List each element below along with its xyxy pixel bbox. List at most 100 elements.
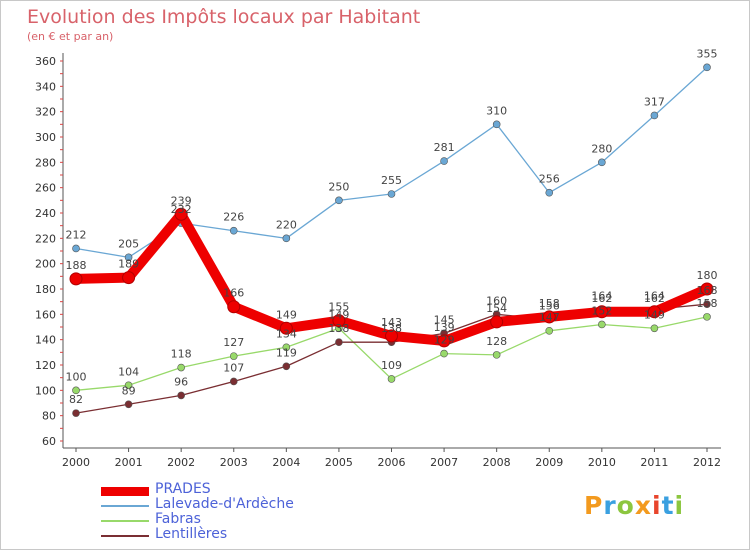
series-layer bbox=[69, 63, 714, 417]
data-label-lalevade: 226 bbox=[223, 211, 244, 224]
y-tick-label: 260 bbox=[35, 182, 56, 195]
y-tick-label: 200 bbox=[35, 258, 56, 271]
data-label-fabras: 127 bbox=[223, 336, 244, 349]
data-point-lentilleres bbox=[335, 338, 343, 347]
data-label-prades: 158 bbox=[539, 297, 560, 310]
data-label-lalevade: 220 bbox=[276, 218, 297, 231]
y-tick-label: 360 bbox=[35, 55, 56, 68]
data-point-fabras bbox=[177, 363, 185, 372]
brand-letter: i bbox=[652, 491, 662, 520]
data-point-prades bbox=[69, 272, 83, 286]
data-label-lentilleres: 138 bbox=[328, 322, 349, 335]
data-point-fabras bbox=[598, 320, 606, 329]
data-point-lalevade bbox=[229, 226, 238, 235]
data-label-fabras: 109 bbox=[381, 359, 402, 372]
brand-letter: o bbox=[616, 491, 635, 520]
data-label-prades: 188 bbox=[66, 259, 87, 272]
data-point-lalevade bbox=[492, 120, 501, 129]
data-label-lalevade: 255 bbox=[381, 174, 402, 187]
chart-title: Evolution des Impôts locaux par Habitant bbox=[27, 6, 421, 28]
x-tick-label: 2009 bbox=[535, 456, 563, 469]
data-label-prades: 162 bbox=[644, 292, 665, 305]
data-label-lalevade: 212 bbox=[66, 228, 87, 241]
data-label-lentilleres: 168 bbox=[697, 284, 718, 297]
legend-label-lalevade: Lalevade-d'Ardèche bbox=[155, 496, 294, 512]
y-tick-label: 160 bbox=[35, 308, 56, 321]
data-label-lentilleres: 107 bbox=[223, 361, 244, 374]
x-tick-label: 2011 bbox=[640, 456, 668, 469]
data-label-fabras: 134 bbox=[276, 327, 297, 340]
legend-label-prades: PRADES bbox=[155, 481, 211, 497]
x-tick-label: 2002 bbox=[167, 456, 195, 469]
data-point-lentilleres bbox=[229, 377, 238, 386]
data-point-fabras bbox=[72, 386, 80, 395]
data-point-lalevade bbox=[545, 188, 554, 197]
y-tick-label: 220 bbox=[35, 232, 56, 245]
data-point-prades bbox=[227, 300, 241, 314]
data-point-prades bbox=[332, 314, 346, 328]
data-point-fabras bbox=[440, 349, 448, 358]
data-label-lentilleres: 119 bbox=[276, 346, 297, 359]
brand-letter: i bbox=[674, 491, 685, 520]
data-label-fabras: 147 bbox=[539, 311, 560, 324]
data-point-lalevade bbox=[72, 244, 80, 253]
data-label-lentilleres: 89 bbox=[122, 384, 136, 397]
brand-letter: P bbox=[584, 491, 604, 520]
data-point-lentilleres bbox=[124, 400, 133, 409]
data-point-lalevade bbox=[440, 157, 448, 165]
data-point-prades bbox=[122, 271, 136, 285]
legend-swatch-fabras bbox=[101, 520, 149, 522]
data-label-lalevade: 232 bbox=[171, 203, 192, 216]
data-point-lalevade bbox=[598, 158, 606, 167]
data-point-fabras bbox=[545, 326, 554, 335]
data-label-lentilleres: 82 bbox=[69, 393, 83, 406]
data-point-prades bbox=[595, 305, 609, 319]
y-tick-label: 100 bbox=[35, 384, 56, 397]
x-tick-label: 2005 bbox=[325, 456, 353, 469]
legend-swatch-prades bbox=[101, 487, 149, 496]
x-tick-label: 2001 bbox=[115, 456, 143, 469]
data-label-lalevade: 205 bbox=[118, 237, 139, 250]
y-tick-label: 80 bbox=[42, 410, 56, 423]
data-point-lentilleres bbox=[177, 391, 185, 400]
data-label-fabras: 118 bbox=[171, 348, 192, 361]
data-label-fabras: 129 bbox=[434, 334, 455, 347]
data-point-lalevade bbox=[650, 111, 659, 120]
data-point-fabras bbox=[650, 324, 659, 333]
data-label-fabras: 100 bbox=[66, 370, 87, 383]
brand-letter: t bbox=[661, 491, 675, 520]
x-tick-label: 2008 bbox=[483, 456, 511, 469]
data-point-prades bbox=[279, 321, 293, 335]
axes: 60 80 100 120 140 160 180 200 220 240 260 280 300 320… bbox=[35, 53, 721, 469]
data-label-prades: 162 bbox=[591, 292, 612, 305]
legend-swatch-lentilleres bbox=[101, 535, 149, 537]
x-tick-label: 2000 bbox=[62, 456, 90, 469]
data-label-prades: 154 bbox=[486, 302, 507, 315]
data-label-prades: 166 bbox=[223, 287, 244, 300]
data-label-lalevade: 310 bbox=[486, 104, 507, 117]
x-tick-label: 2004 bbox=[272, 456, 300, 469]
data-point-lentilleres bbox=[282, 362, 291, 371]
data-point-lalevade bbox=[124, 253, 133, 262]
data-point-fabras bbox=[282, 343, 291, 352]
data-label-lentilleres: 96 bbox=[174, 375, 188, 388]
data-label-fabras: 128 bbox=[486, 335, 507, 348]
legend-swatch-lalevade bbox=[101, 505, 149, 507]
data-label-lentilleres: 145 bbox=[434, 313, 455, 326]
data-label-lentilleres: 164 bbox=[591, 289, 612, 302]
y-tick-label: 240 bbox=[35, 207, 56, 220]
data-point-fabras bbox=[124, 381, 133, 390]
data-label-lentilleres: 138 bbox=[381, 322, 402, 335]
data-point-prades bbox=[385, 329, 398, 343]
label-layer: 212 205 232 226 220 250 255 281 310 256 280 317 355 1… bbox=[66, 47, 718, 406]
y-tick-label: 140 bbox=[35, 334, 56, 347]
data-point-prades bbox=[542, 310, 556, 324]
data-label-lalevade: 280 bbox=[591, 142, 612, 155]
data-label-lalevade: 355 bbox=[697, 47, 718, 60]
proxiti-logo: Proxiti bbox=[584, 491, 684, 520]
data-point-lentilleres bbox=[72, 409, 80, 417]
data-label-prades: 143 bbox=[381, 316, 402, 329]
y-tick-label: 340 bbox=[35, 80, 56, 93]
data-point-prades bbox=[490, 315, 504, 329]
